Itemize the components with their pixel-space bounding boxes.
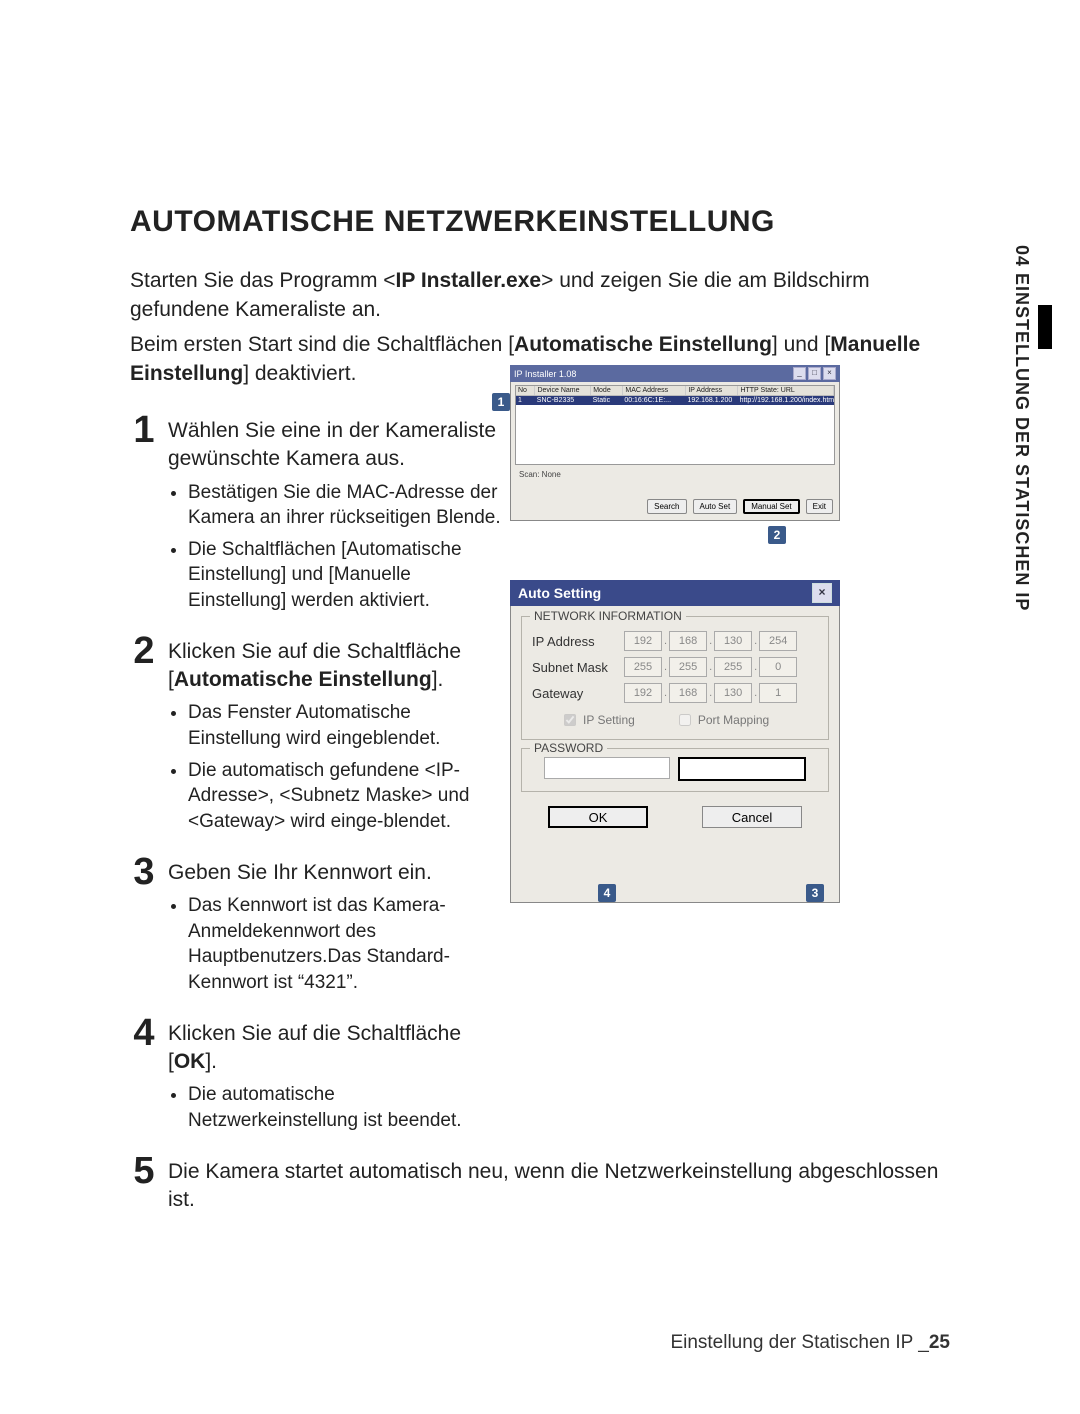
cancel-button[interactable]: Cancel (702, 806, 802, 828)
maximize-icon[interactable]: □ (808, 367, 821, 380)
screenshot-auto-setting: Auto Setting × NETWORK INFORMATION IP Ad… (510, 580, 840, 880)
gateway-field[interactable]: . . . (624, 683, 797, 703)
group-network-info: NETWORK INFORMATION (530, 609, 686, 623)
password-input-2[interactable] (678, 757, 806, 781)
step-3-bullet: Das Kennwort ist das Kamera-Anmeldekennw… (188, 893, 508, 996)
page-footer: Einstellung der Statischen IP _25 (0, 1332, 1080, 1354)
close-icon[interactable]: × (812, 583, 832, 603)
callout-4: 4 (598, 884, 616, 902)
window-title: IP Installer 1.08 (514, 369, 576, 379)
ok-button[interactable]: OK (548, 806, 648, 828)
screenshot-ip-installer: IP Installer 1.08 _ □ × NoDevice NameMod… (510, 365, 840, 520)
close-icon[interactable]: × (823, 367, 836, 380)
password-input-1[interactable] (544, 757, 670, 779)
ip-address-label: IP Address (532, 634, 618, 649)
subnet-mask-label: Subnet Mask (532, 660, 618, 675)
camera-list-table[interactable]: NoDevice NameModeMAC AddressIP AddressHT… (515, 385, 835, 465)
step-2-text: Klicken Sie auf die Schaltfläche [Automa… (168, 638, 508, 695)
step-2-bullet: Das Fenster Automatische Einstellung wir… (188, 700, 508, 751)
step-2-bullet: Die automatisch gefundene <IP-Adresse>, … (188, 758, 508, 835)
window-controls: _ □ × (793, 367, 836, 380)
minimize-icon[interactable]: _ (793, 367, 806, 380)
dialog-title: Auto Setting (518, 585, 601, 601)
step-1-bullet: Bestätigen Sie die MAC-Adresse der Kamer… (188, 480, 508, 531)
ip-address-field[interactable]: . . . (624, 631, 797, 651)
step-1-text: Wählen Sie eine in der Kameraliste gewün… (168, 417, 508, 474)
step-4-text: Klicken Sie auf die Schaltfläche [OK]. (168, 1020, 508, 1077)
step-3-text: Geben Sie Ihr Kennwort ein. (168, 859, 508, 887)
side-chapter-label: 04 EINSTELLUNG DER STATISCHEN IP (1011, 245, 1032, 611)
search-button[interactable]: Search (647, 499, 686, 514)
callout-2: 2 (768, 526, 786, 544)
callout-3: 3 (806, 884, 824, 902)
port-mapping-checkbox[interactable]: Port Mapping (675, 711, 769, 729)
step-num-3: 3 (130, 853, 158, 1002)
step-num-4: 4 (130, 1014, 158, 1140)
side-tab-marker (1038, 305, 1052, 349)
step-5-text: Die Kamera startet automatisch neu, wenn… (168, 1158, 950, 1215)
intro-p1: Starten Sie das Programm <IP Installer.e… (130, 267, 950, 325)
step-num-5: 5 (130, 1152, 158, 1221)
scan-status: Scan: None (519, 470, 561, 479)
ip-setting-checkbox[interactable]: IP Setting (560, 711, 635, 729)
gateway-label: Gateway (532, 686, 618, 701)
manual-set-button[interactable]: Manual Set (743, 499, 799, 514)
step-num-1: 1 (130, 411, 158, 620)
step-4-bullet: Die automatische Netzwerkeinstellung ist… (188, 1082, 508, 1133)
subnet-mask-field[interactable]: . . . (624, 657, 797, 677)
page-title: AUTOMATISCHE NETZWERKEINSTELLUNG (130, 205, 950, 239)
auto-set-button[interactable]: Auto Set (693, 499, 738, 514)
exit-button[interactable]: Exit (806, 499, 833, 514)
step-1-bullet: Die Schaltflächen [Automatische Einstell… (188, 537, 508, 614)
callout-1: 1 (492, 393, 510, 411)
step-num-2: 2 (130, 632, 158, 841)
group-password: PASSWORD (530, 741, 607, 755)
